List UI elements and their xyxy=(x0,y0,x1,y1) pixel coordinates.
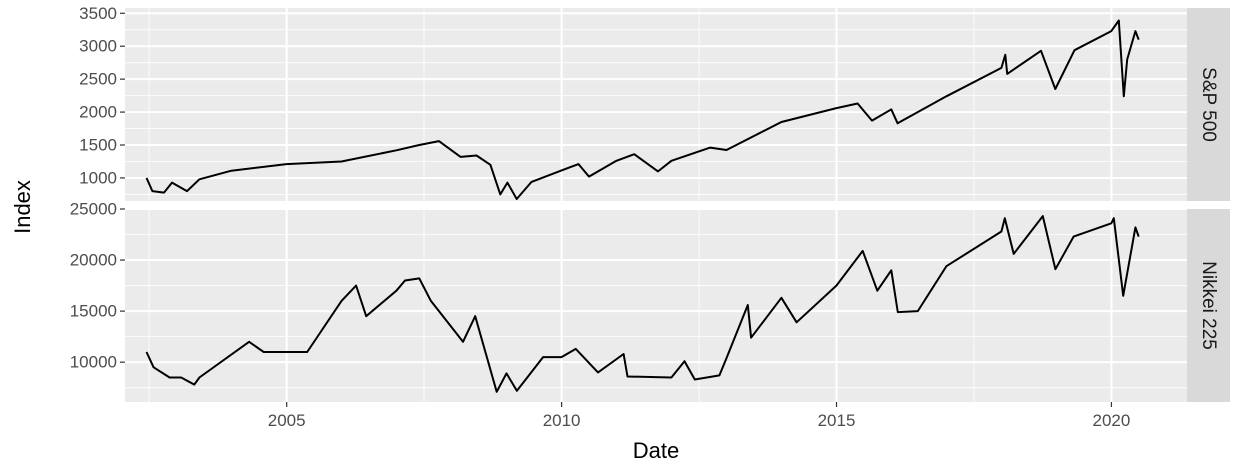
x-axis-title: Date xyxy=(633,438,679,463)
y-tick-label: 15000 xyxy=(70,302,117,321)
panel-sp500: S&P 500 1000 1500 2000 2500 3000 3500 xyxy=(79,4,1230,201)
y-tick-label: 2500 xyxy=(79,70,117,89)
y-tick-label: 10000 xyxy=(70,353,117,372)
y-tick-label: 3000 xyxy=(79,37,117,56)
y-tick-label: 1500 xyxy=(79,136,117,155)
y-tick-label: 1000 xyxy=(79,168,117,187)
y-tick-label: 20000 xyxy=(70,251,117,270)
strip-label: Nikkei 225 xyxy=(1198,261,1219,350)
panel-background xyxy=(125,209,1187,402)
panel-gridlines xyxy=(125,208,1187,402)
y-tick-label: 25000 xyxy=(70,200,117,219)
strip-background xyxy=(1187,209,1230,402)
x-tick-label: 2015 xyxy=(818,411,856,430)
y-tick-label: 2000 xyxy=(79,103,117,122)
panel-gridlines xyxy=(125,8,1187,201)
x-axis-ticks: 2005 2010 2015 2020 xyxy=(268,402,1131,430)
panel-nikkei225: Nikkei 225 10000 15000 20000 25000 xyxy=(70,200,1230,402)
panel-background xyxy=(125,8,1187,201)
nikkei225-series-line xyxy=(145,215,1140,393)
y-tick-label: 3500 xyxy=(79,4,117,23)
x-tick-label: 2005 xyxy=(268,411,306,430)
x-tick-label: 2010 xyxy=(543,411,581,430)
y-axis-ticks: 10000 15000 20000 25000 xyxy=(70,200,125,372)
y-axis-title: Index xyxy=(10,180,35,234)
sp500-series-line xyxy=(145,19,1140,200)
x-tick-label: 2020 xyxy=(1093,411,1131,430)
strip-label: S&P 500 xyxy=(1198,67,1219,142)
y-axis-ticks: 1000 1500 2000 2500 3000 3500 xyxy=(79,4,125,187)
strip-background xyxy=(1187,8,1230,201)
